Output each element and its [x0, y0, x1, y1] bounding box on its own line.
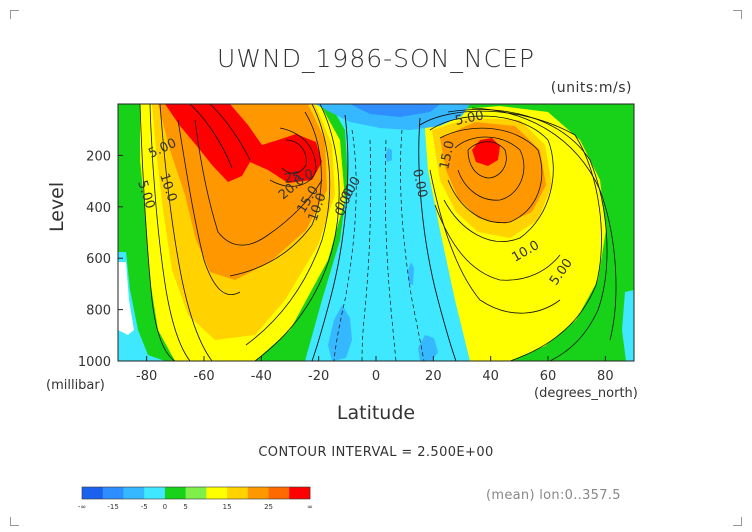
colorbar-swatch [123, 487, 145, 499]
y-tick-label: 400 [86, 201, 111, 216]
y-tick-label: 800 [86, 304, 111, 319]
colorbar-label: 15 [223, 503, 232, 511]
contour-line [194, 119, 323, 246]
contour-line [229, 111, 322, 277]
contour-line [471, 107, 617, 341]
colorbar-swatch [102, 487, 124, 499]
x-tick-label: -80 [136, 369, 157, 384]
contour-labels: 5.00 10.0 5.00 10.0 15.0 20.0 25.0 0.000… [134, 108, 576, 288]
contour-line [281, 139, 307, 174]
nh-jet-band [440, 122, 546, 224]
contour-line [177, 119, 241, 295]
colorbar-label: -5 [141, 503, 148, 511]
colorbar-label: 0 [163, 503, 167, 511]
negative-contours [333, 129, 425, 361]
negative-contour [361, 139, 372, 361]
y-axis-units: (millibar) [46, 378, 105, 393]
units-label: (units:m/s) [550, 80, 632, 96]
contour-line [429, 169, 561, 314]
corner-mark [10, 10, 19, 19]
contour-lines [139, 104, 617, 361]
colorbar-swatch [164, 487, 186, 499]
colorbar-swatch [268, 487, 290, 499]
colorbar-swatch [289, 487, 311, 499]
zero-contours [311, 114, 457, 361]
contour-label: 15.0 [437, 139, 458, 170]
x-tick-label: 0 [372, 369, 380, 384]
weak-wind-region [622, 290, 634, 361]
colorbar-frame [81, 486, 311, 500]
colorbar-label: ∞ [307, 503, 313, 511]
x-axis: -80 -60 -40 -20 0 20 40 60 80 [136, 356, 614, 384]
contour-line [429, 115, 554, 242]
footer-mean-label: (mean) lon:0..357.5 [486, 488, 621, 503]
colorbar: -∞ -15 -5 0 5 15 25 ∞ [78, 486, 313, 511]
zero-contour [418, 117, 457, 361]
white-gap [118, 262, 134, 335]
colorbar-swatch [185, 487, 207, 499]
contour-line [467, 141, 507, 179]
x-tick-label: 60 [540, 369, 557, 384]
x-axis-label: Latitude [336, 402, 416, 424]
colorbar-swatch [82, 487, 104, 499]
easterly-spot [408, 262, 414, 285]
nh-jet-core [472, 138, 500, 166]
contour-line [454, 136, 525, 201]
corner-mark [10, 517, 19, 526]
contour-line [439, 127, 543, 224]
contour-label: 5.00 [454, 108, 485, 129]
contour-line [189, 104, 233, 169]
sh-jet-core [165, 104, 322, 183]
contour-line [245, 104, 331, 346]
x-tick-label: -60 [193, 369, 214, 384]
contour-label: 0.00 [409, 168, 430, 199]
contour-line [447, 109, 608, 361]
x-tick-label: 20 [425, 369, 442, 384]
colorbar-label: 5 [183, 503, 187, 511]
y-axis: 200 400 600 800 1000 [78, 149, 123, 370]
contour-line [254, 104, 340, 361]
colorbar-label: 25 [264, 503, 273, 511]
x-tick-label: 80 [597, 369, 614, 384]
negative-contour [333, 129, 357, 361]
corner-mark [733, 10, 742, 19]
corner-mark [733, 517, 742, 526]
colorbar-swatch [144, 487, 166, 499]
contour-line [139, 104, 176, 361]
plot-area [118, 104, 634, 361]
contour-line [269, 127, 317, 187]
easterly-region [305, 104, 470, 361]
easterly-spot [328, 305, 352, 361]
y-tick-label: 1000 [78, 355, 111, 370]
colorbar-swatch [227, 487, 249, 499]
zero-contour [311, 114, 349, 361]
negative-contour [384, 139, 397, 361]
x-tick-label: -40 [251, 369, 272, 384]
y-tick-label: 200 [86, 149, 111, 164]
contour-line [434, 204, 561, 281]
easterly-spot [385, 148, 392, 162]
negative-contour [400, 129, 425, 361]
chart-title: UWND_1986-SON_NCEP [217, 44, 535, 73]
contour-line [209, 104, 251, 161]
x-axis-units: (degrees_north) [534, 386, 638, 401]
colorbar-swatch [247, 487, 269, 499]
colorbar-label: -15 [107, 503, 118, 511]
colorbar-swatch [206, 487, 228, 499]
x-tick-label: 40 [482, 369, 499, 384]
y-tick-label: 600 [86, 252, 111, 267]
x-tick-label: -20 [308, 369, 329, 384]
easterly-core [350, 104, 440, 117]
contour-label: 25.0 [283, 167, 314, 187]
colorbar-label: -∞ [78, 503, 86, 511]
contour-interval-label: CONTOUR INTERVAL = 2.500E+00 [258, 445, 494, 460]
contour-line [419, 110, 602, 361]
contour-line [149, 104, 191, 361]
contour-line [159, 104, 213, 361]
weak-wind-region [118, 252, 165, 361]
